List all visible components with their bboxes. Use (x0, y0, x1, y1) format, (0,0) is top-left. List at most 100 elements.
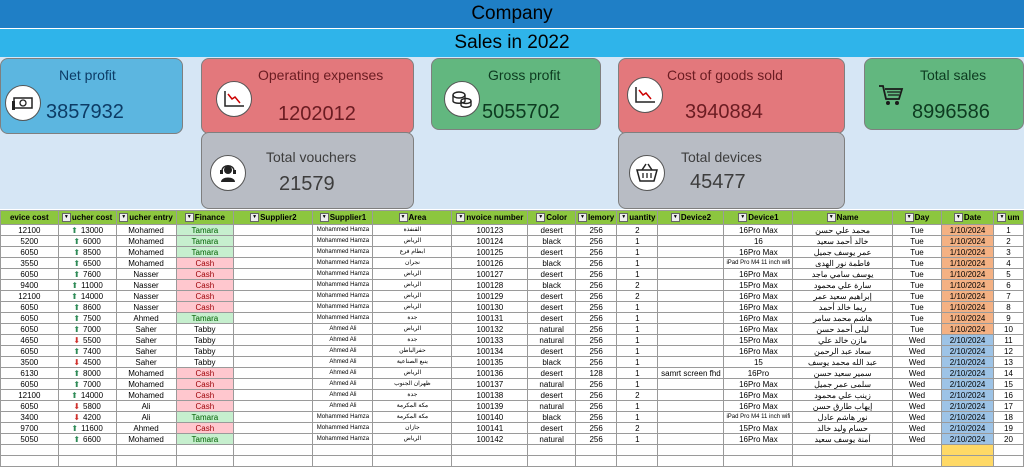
table-cell[interactable] (657, 400, 725, 412)
table-cell[interactable]: الرياض (372, 268, 453, 280)
table-cell[interactable]: 12100 (0, 389, 59, 401)
table-cell[interactable]: desert (527, 312, 576, 324)
table-cell[interactable]: 16Pro Max (723, 301, 794, 313)
table-cell[interactable]: الرياض (372, 235, 453, 247)
table-cell[interactable]: natural (527, 433, 576, 445)
table-cell[interactable]: Cash (175, 389, 235, 401)
table-cell[interactable]: 9400 (0, 279, 59, 291)
table-cell[interactable]: حسام وليد خالد (792, 422, 893, 434)
empty-cell[interactable] (941, 455, 994, 467)
table-cell[interactable]: 256 (574, 224, 618, 236)
table-cell[interactable]: 100133 (451, 334, 529, 346)
table-cell[interactable]: 1/10/2024 (941, 257, 994, 269)
table-cell[interactable]: desert (527, 268, 576, 280)
table-cell[interactable]: 1 (616, 301, 659, 313)
table-cell[interactable]: 2/10/2024 (941, 345, 994, 357)
table-cell[interactable] (233, 356, 314, 368)
table-cell[interactable]: 256 (574, 411, 618, 423)
table-cell[interactable]: 16Pro Max (723, 312, 794, 324)
table-cell[interactable]: desert (527, 367, 576, 379)
table-cell[interactable] (233, 389, 314, 401)
table-cell[interactable] (657, 257, 725, 269)
empty-cell[interactable] (616, 455, 659, 467)
empty-cell[interactable] (312, 444, 374, 456)
table-cell[interactable]: حفرالباطن (372, 345, 453, 357)
table-cell[interactable]: سلمى عمر جميل (792, 378, 893, 390)
table-cell[interactable]: Wed (891, 367, 943, 379)
table-cell[interactable] (657, 246, 725, 258)
table-cell[interactable]: ⬆ 6000 (57, 235, 117, 247)
table-cell[interactable]: Wed (891, 433, 943, 445)
table-cell[interactable]: Tue (891, 290, 943, 302)
table-cell[interactable] (657, 345, 725, 357)
empty-cell[interactable] (233, 444, 314, 456)
table-cell[interactable]: 5200 (0, 235, 59, 247)
table-cell[interactable]: 1/10/2024 (941, 290, 994, 302)
table-cell[interactable] (233, 323, 314, 335)
column-header[interactable]: ▼ nvoice number (451, 210, 529, 225)
table-cell[interactable]: Mohammed Hamza (312, 290, 374, 302)
table-cell[interactable]: ⬆ 7000 (57, 323, 117, 335)
filter-dropdown-icon[interactable]: ▼ (119, 213, 129, 223)
empty-cell[interactable] (992, 444, 1024, 456)
table-cell[interactable]: desert (527, 345, 576, 357)
column-header[interactable]: ▼ lemory (574, 210, 618, 225)
table-cell[interactable]: 100138 (451, 389, 529, 401)
filter-dropdown-icon[interactable]: ▼ (826, 213, 836, 223)
table-cell[interactable]: 1/10/2024 (941, 323, 994, 335)
table-cell[interactable] (233, 257, 314, 269)
table-cell[interactable] (233, 279, 314, 291)
table-cell[interactable]: 256 (574, 312, 618, 324)
empty-cell[interactable] (115, 444, 177, 456)
table-cell[interactable]: Ali (115, 400, 177, 412)
table-cell[interactable]: Mohammed Hamza (312, 235, 374, 247)
table-cell[interactable]: 12100 (0, 290, 59, 302)
table-cell[interactable]: 100127 (451, 268, 529, 280)
table-cell[interactable]: 2/10/2024 (941, 378, 994, 390)
table-cell[interactable]: 6050 (0, 268, 59, 280)
table-cell[interactable]: 16 (723, 235, 794, 247)
column-header[interactable]: ▼ ucher entry (115, 210, 177, 225)
table-cell[interactable]: Saher (115, 356, 177, 368)
table-cell[interactable]: Wed (891, 422, 943, 434)
table-cell[interactable]: 1 (616, 345, 659, 357)
table-cell[interactable]: Tamara (175, 312, 235, 324)
empty-cell[interactable] (57, 444, 117, 456)
table-cell[interactable]: Mohamed (115, 378, 177, 390)
table-cell[interactable]: محمد علي حسن (792, 224, 893, 236)
table-cell[interactable] (233, 334, 314, 346)
column-header[interactable]: ▼ Supplier1 (312, 210, 374, 225)
table-cell[interactable] (233, 235, 314, 247)
empty-cell[interactable] (723, 455, 794, 467)
table-cell[interactable] (233, 367, 314, 379)
empty-cell[interactable] (616, 444, 659, 456)
table-cell[interactable]: 6050 (0, 378, 59, 390)
filter-dropdown-icon[interactable]: ▼ (456, 213, 466, 223)
column-header[interactable]: ▼ Name (792, 210, 893, 225)
filter-dropdown-icon[interactable]: ▼ (578, 213, 587, 223)
table-cell[interactable] (657, 323, 725, 335)
table-cell[interactable]: Tamara (175, 433, 235, 445)
table-cell[interactable]: ⬆ 11000 (57, 279, 117, 291)
table-cell[interactable]: ⬆ 8500 (57, 246, 117, 258)
table-cell[interactable]: خالد أحمد سعيد (792, 235, 893, 247)
filter-dropdown-icon[interactable]: ▼ (398, 213, 408, 223)
table-cell[interactable]: 13 (992, 356, 1024, 368)
table-cell[interactable]: 256 (574, 246, 618, 258)
table-cell[interactable]: إبراهيم سعيد عمر (792, 290, 893, 302)
table-cell[interactable]: يوسف سامي ماجد (792, 268, 893, 280)
table-cell[interactable]: عبد الله محمد يوسف (792, 356, 893, 368)
table-cell[interactable]: 1 (616, 400, 659, 412)
filter-dropdown-icon[interactable]: ▼ (670, 213, 680, 223)
table-cell[interactable]: Tue (891, 257, 943, 269)
table-cell[interactable]: 2/10/2024 (941, 356, 994, 368)
table-cell[interactable] (233, 290, 314, 302)
table-cell[interactable]: Tamara (175, 235, 235, 247)
table-cell[interactable]: black (527, 356, 576, 368)
table-cell[interactable]: 256 (574, 257, 618, 269)
table-cell[interactable]: desert (527, 290, 576, 302)
empty-cell[interactable] (115, 455, 177, 467)
table-cell[interactable]: 2 (616, 290, 659, 302)
table-cell[interactable]: Saher (115, 345, 177, 357)
empty-cell[interactable] (527, 444, 576, 456)
